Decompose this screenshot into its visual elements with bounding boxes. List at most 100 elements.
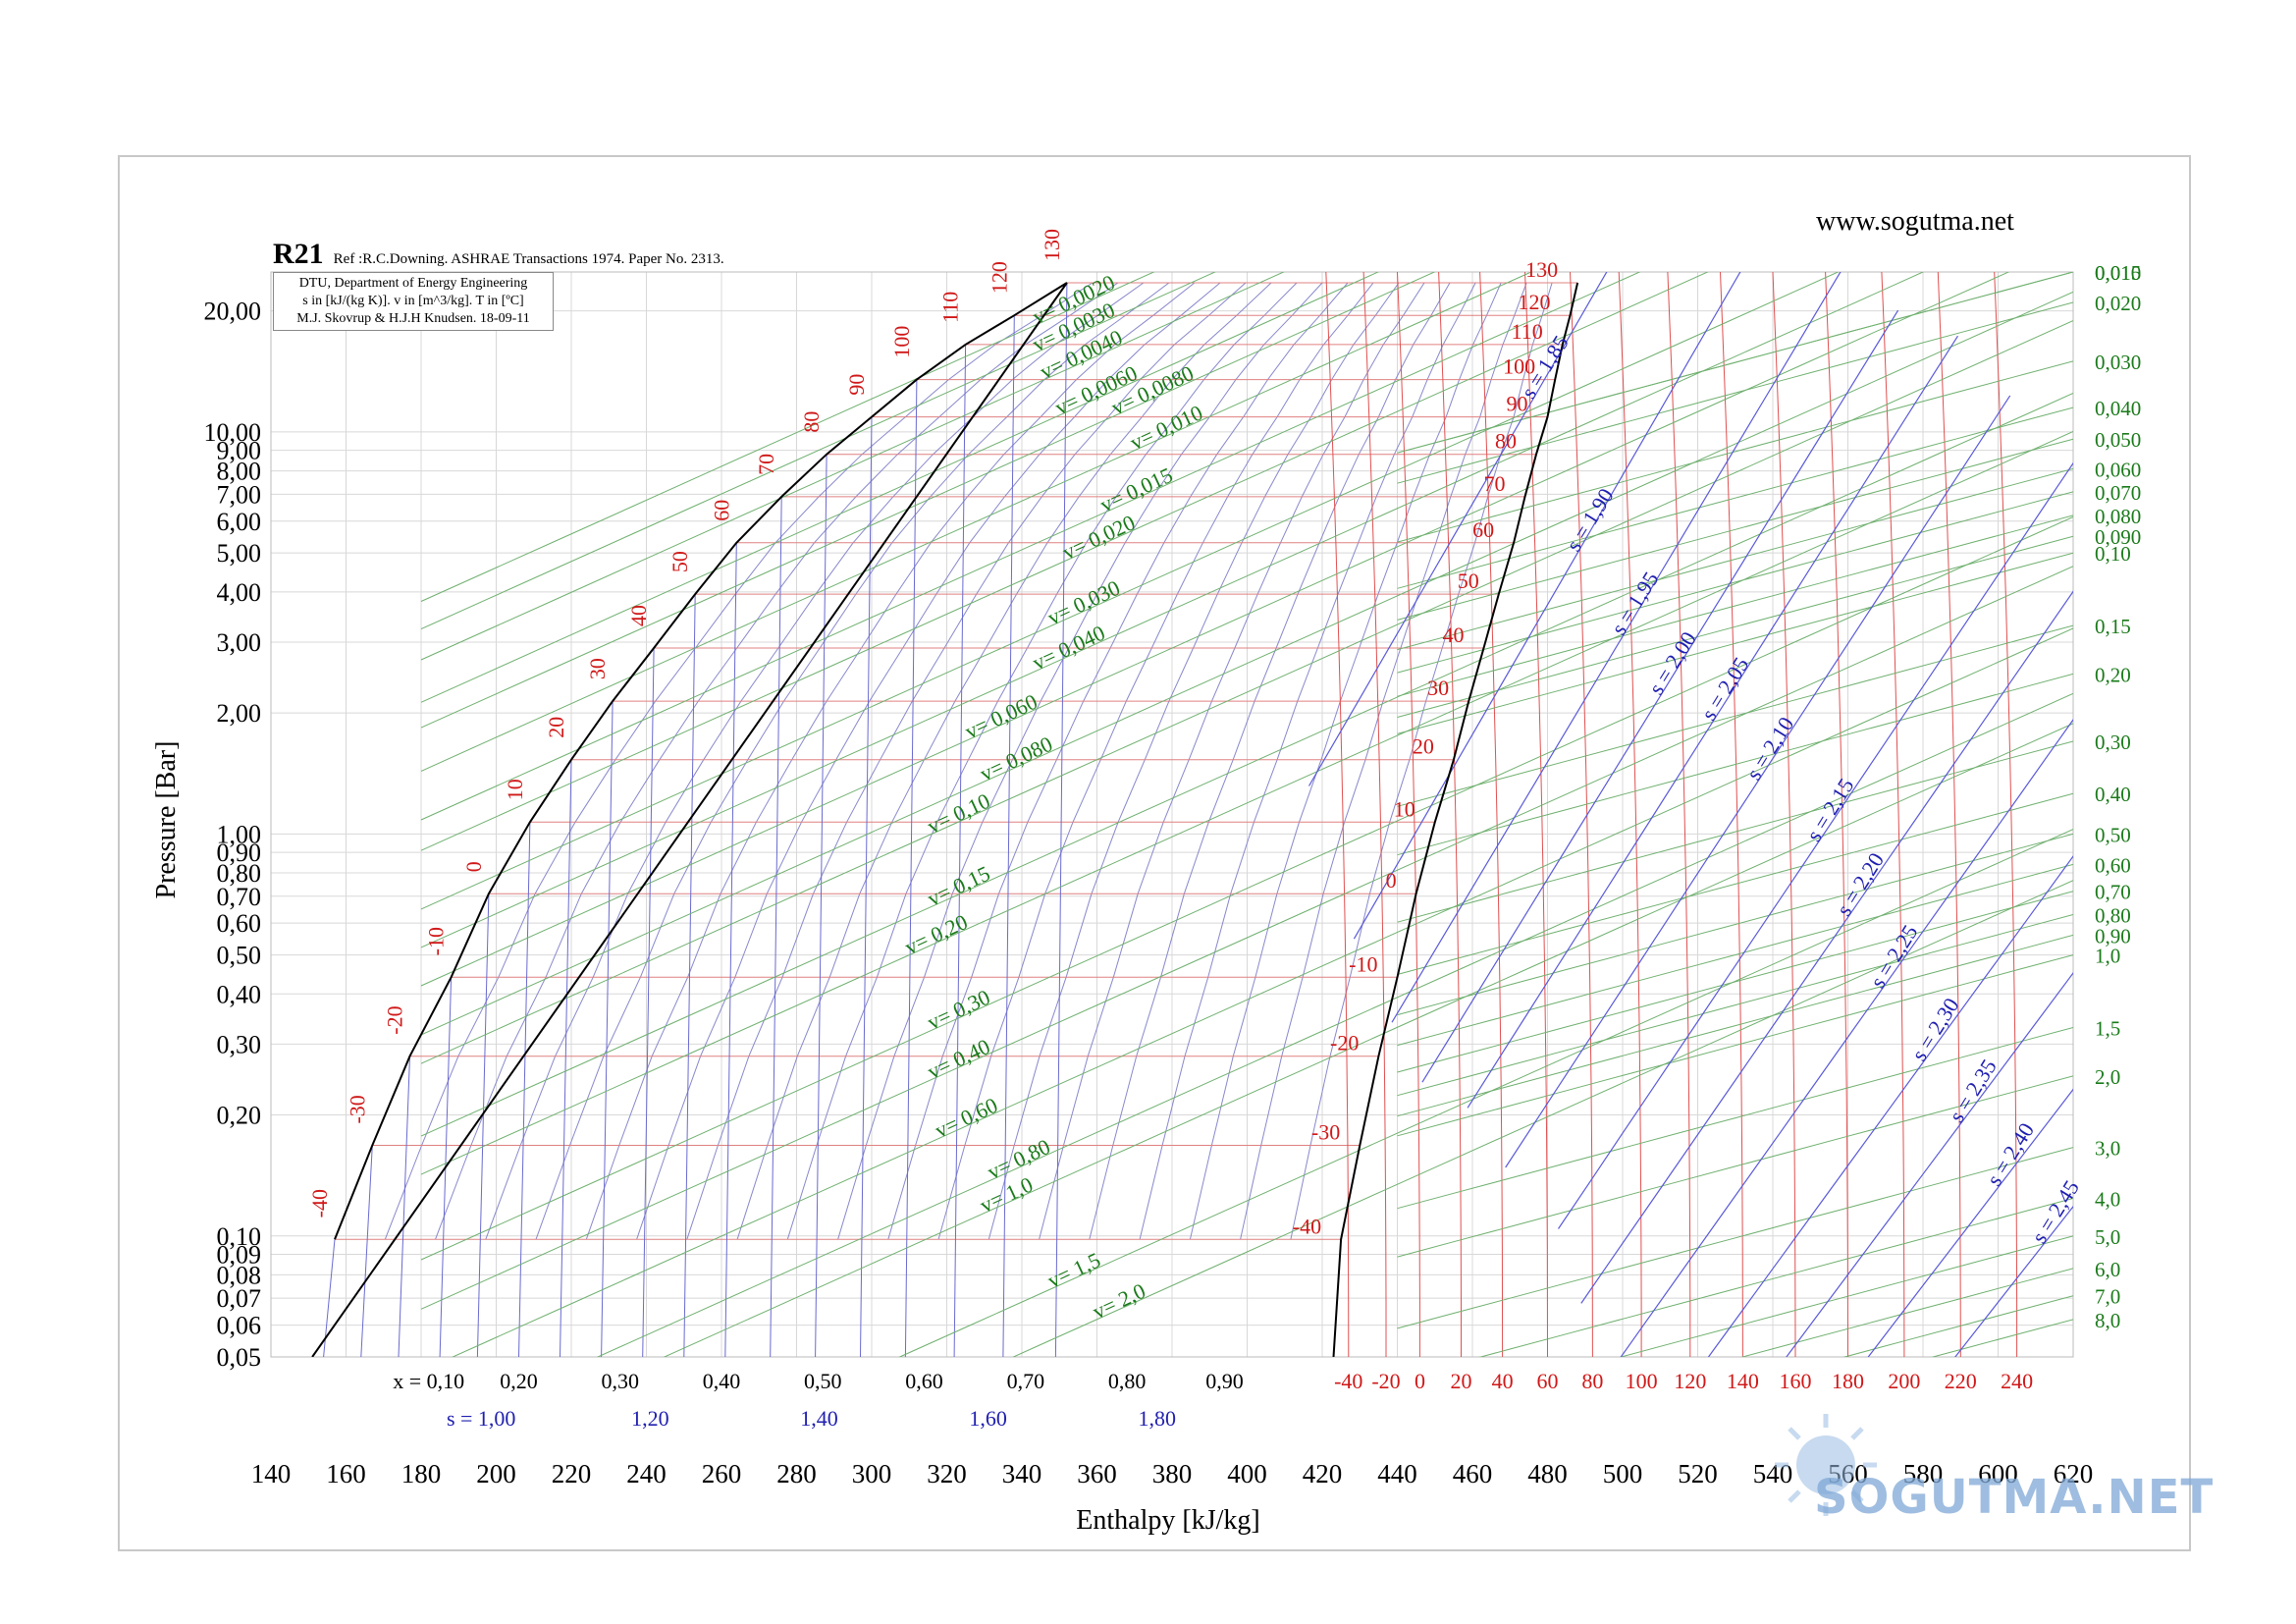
y-tick-label: 0,60 [217,909,262,938]
plot-area [270,271,2074,1358]
liquid-temp-label: 100 [889,326,914,358]
y-tick-label: 0,09 [217,1240,262,1269]
chart-reference: Ref :R.C.Downing. ASHRAE Transactions 19… [333,251,724,267]
isochore-right-label: 4,0 [2095,1188,2120,1212]
isotherm-liquid [815,454,828,1357]
isotherm-vapor [1524,272,1548,1357]
isentrope-line [1867,1088,2073,1357]
vapor-temp-label: -10 [1349,951,1377,976]
isochore-right-label: 0,090 [2095,525,2141,549]
isotherm-liquid [860,416,873,1357]
bottom-temp-label: -40 [1334,1369,1362,1393]
isentrope-label: s = 2,35 [1944,1055,2002,1126]
isochore-curve [452,627,2073,1357]
y-tick-label: 0,30 [217,1030,262,1058]
isochore-label: v= 0,10 [924,788,994,839]
isentrope-label: s = 2,15 [1801,774,1859,845]
quality-line [1089,282,1451,1240]
vapor-temp-label: 70 [1484,471,1506,496]
quality-line [1189,282,1502,1240]
watermark-text: SOGUTMA.NET [1814,1470,2215,1525]
isochore-vapor [1397,1147,2073,1329]
bottom-temp-label: 240 [2001,1369,2033,1393]
isotherm-liquid [476,893,490,1357]
bottom-temp-label: 160 [1779,1369,1811,1393]
isochore-vapor [1740,1268,2073,1357]
y-tick-label: 9,00 [217,437,262,465]
bottom-temp-label: 140 [1727,1369,1759,1393]
info-line: s in [kJ/(kg K)]. v in [m^3/kg]. T in [º… [302,294,524,308]
liquid-temp-label: -20 [383,1005,407,1034]
vapor-temp-label: 130 [1525,257,1558,282]
isentrope-label: s = 2,30 [1906,994,1964,1065]
bottom-temp-label: 100 [1626,1369,1658,1393]
entropy-label: 1,20 [631,1406,669,1431]
isotherm-vapor [1937,272,1961,1357]
entropy-label: 1,80 [1138,1406,1176,1431]
quality-line [686,282,1247,1240]
curve-group [311,272,2073,1357]
chart-title-block: R21 Ref :R.C.Downing. ASHRAE Transaction… [273,238,724,271]
isentrope-line [1308,272,1608,786]
isochore-curve [420,320,2073,1064]
quality-line [988,282,1400,1240]
bottom-temp-label: 20 [1451,1369,1472,1393]
isochore-right-label: 0,030 [2095,351,2141,374]
y-tick-label: 0,40 [217,980,262,1008]
y-axis-label: Pressure [Bar] [151,741,182,899]
isotherm-vapor [1397,272,1420,1357]
y-tick-label: 0,06 [217,1312,262,1340]
chart-title: R21 [273,238,324,270]
isochore-curve [420,515,2073,1261]
isentrope-line [1353,272,1741,940]
y-tick-label: 0,07 [217,1284,262,1313]
isochore-right-label: 0,010 [2095,261,2141,285]
isochore-label: v= 0,15 [924,861,994,911]
liquid-temp-label: 60 [709,500,733,521]
vapor-temp-label: 50 [1458,568,1479,593]
isentrope-label: s = 2,25 [1865,921,1923,993]
isochore-vapor [1397,1027,2073,1210]
quality-line [887,282,1349,1240]
quality-label: 0,40 [703,1369,741,1393]
y-tick-label: 0,80 [217,859,262,888]
liquid-temp-label: -30 [345,1095,369,1123]
isochore-right-label: 7,0 [2095,1285,2120,1309]
x-tick-label: 400 [1227,1459,1267,1489]
isotherm-liquid [1054,282,1068,1357]
isochore-label: v= 2,0 [1089,1278,1149,1325]
isentrope-label: s = 2,10 [1741,713,1799,785]
isochore-vapor [1842,1295,2073,1357]
isochore-label: v= 0,030 [1043,575,1124,630]
isotherm-liquid [904,379,918,1357]
bottom-temp-label: 40 [1492,1369,1514,1393]
quality-line [837,282,1323,1240]
isochore-vapor [1397,833,2073,1016]
quality-label: 0,90 [1205,1369,1244,1393]
x-tick-label: 360 [1077,1459,1117,1489]
isochore-right-label: 2,0 [2095,1065,2120,1089]
isochore-vapor [1397,740,2073,923]
liquid-temp-label: 20 [544,717,568,738]
isotherm-liquid [683,594,696,1357]
isochore-right-label: 0,50 [2095,823,2131,846]
isochore-label: v= 0,60 [931,1093,1001,1143]
entropy-label: s = 1,00 [447,1406,515,1431]
isochore-right-label: 0,90 [2095,924,2131,947]
x-tick-label: 300 [852,1459,892,1489]
quality-line [636,282,1221,1240]
isochore-right-label: 0,040 [2095,397,2141,420]
y-tick-label: 0,90 [217,839,262,867]
y-tick-label: 0,20 [217,1102,262,1130]
quality-label: 0,50 [804,1369,842,1393]
isochore-label: v= 0,080 [976,731,1056,786]
isochore-vapor [1478,1198,2073,1357]
isochore-curve [420,272,1380,703]
vapor-temp-label: 110 [1512,319,1543,344]
isochore-vapor [1397,954,2073,1137]
vapor-temp-label: 80 [1495,429,1517,454]
quality-label: 0,60 [905,1369,943,1393]
quality-line [485,282,1145,1240]
quality-label: 0,70 [1007,1369,1045,1393]
isochore-curve [420,272,1840,910]
